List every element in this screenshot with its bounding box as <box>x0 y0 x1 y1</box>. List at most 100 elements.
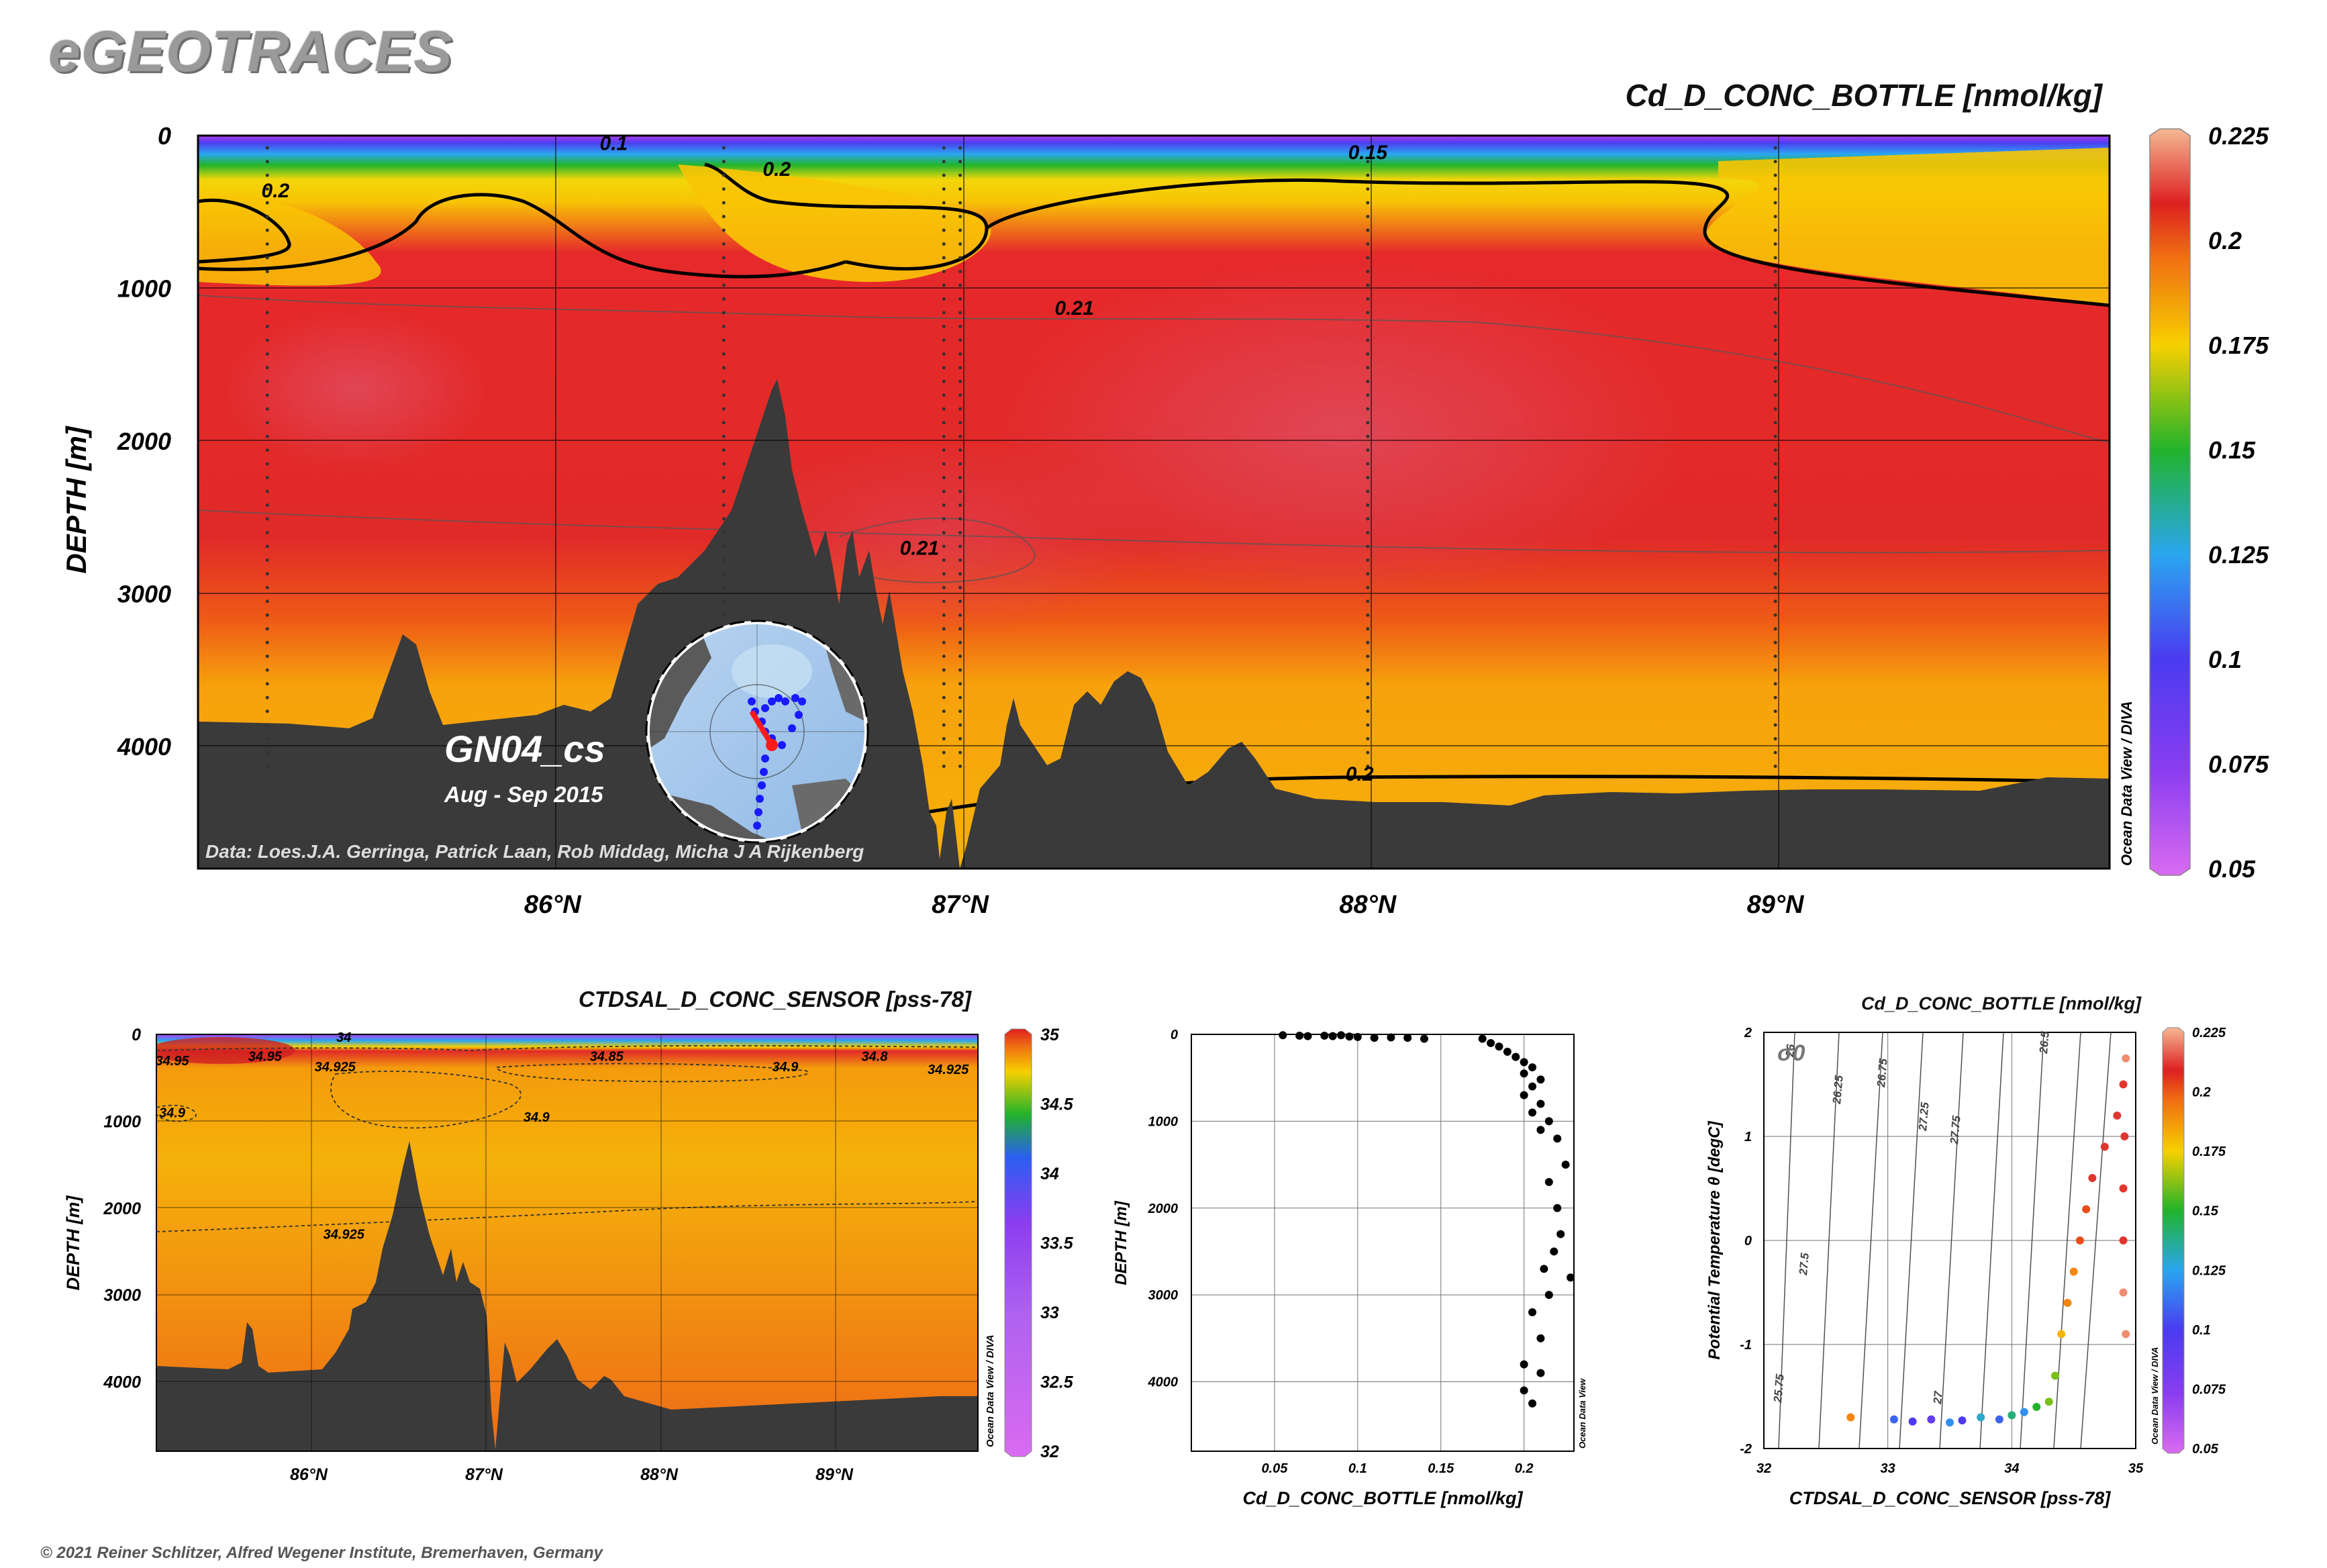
profile-point <box>1520 1058 1528 1067</box>
station-sample-dot <box>942 765 946 769</box>
station-sample-dot <box>722 256 726 260</box>
station-sample-dot <box>1366 242 1370 246</box>
profile-point <box>1536 1099 1545 1108</box>
station-sample-dot <box>942 283 946 287</box>
main-contour-label: 0.21 <box>1054 297 1093 320</box>
station-sample-dot <box>958 352 962 356</box>
station-sample-dot <box>1366 407 1370 411</box>
station-sample-dot <box>958 448 962 452</box>
station-sample-dot <box>265 613 269 617</box>
profile-grid <box>1191 1034 1574 1451</box>
station-sample-dot <box>265 324 269 328</box>
station-sample-dot <box>1773 160 1777 164</box>
station-sample-dot <box>1773 476 1777 480</box>
station-sample-dot <box>1366 682 1370 686</box>
profile-point <box>1536 1075 1545 1084</box>
main-colorbar-tick: 0.125 <box>2208 541 2269 569</box>
station-sample-dot <box>958 379 962 383</box>
profile-y-tick: 4000 <box>1148 1375 1179 1390</box>
ts-colorbar-tick: 0.225 <box>2192 1026 2226 1040</box>
station-sample-dot <box>1366 489 1370 493</box>
station-sample-dot <box>958 572 962 576</box>
main-core-blob <box>993 255 1691 604</box>
ts-point <box>1846 1413 1855 1422</box>
station-sample-dot <box>942 228 946 232</box>
profile-point <box>1495 1042 1503 1051</box>
ts-point <box>2063 1299 2072 1307</box>
salinity-y-tick: 3000 <box>103 1286 141 1305</box>
station-sample-dot <box>942 201 946 205</box>
ts-x-axis-label: CTDSAL_D_CONC_SENSOR [pss-78] <box>1789 1488 2112 1508</box>
ts-point <box>2044 1398 2053 1406</box>
main-colorbar-ticks: 0.225 0.2 0.175 0.15 0.125 0.1 0.075 0.05 <box>2208 122 2269 883</box>
main-section-plot: Cd_D_CONC_BOTTLE [nmol/kg] <box>60 78 2269 919</box>
station-sample-dot <box>1773 146 1777 150</box>
station-sample-dot <box>942 173 946 177</box>
profile-x-tick: 0.15 <box>1428 1461 1454 1476</box>
station-sample-dot <box>1366 187 1370 191</box>
station-sample-dot <box>722 269 726 273</box>
station-sample-dot <box>942 311 946 315</box>
station-sample-dot <box>958 599 962 603</box>
station-sample-dot <box>265 723 269 727</box>
station-sample-dot <box>265 173 269 177</box>
station-sample-dot <box>722 476 726 480</box>
ts-isopycnals <box>1778 1032 2112 1449</box>
station-sample-dot <box>958 750 962 754</box>
station-sample-dot <box>1773 297 1777 301</box>
salinity-x-tick: 87°N <box>465 1465 503 1484</box>
profile-point <box>1328 1032 1337 1040</box>
data-credit: Data: Loes.J.A. Gerringa, Patrick Laan, … <box>205 841 864 862</box>
station-sample-dot <box>265 750 269 754</box>
station-sample-dot <box>942 654 946 658</box>
station-sample-dot <box>942 489 946 493</box>
ts-isopycnal-label: 25.75 <box>1771 1373 1787 1404</box>
station-sample-dot <box>958 531 962 534</box>
station-sample-dot <box>1366 379 1370 383</box>
station-sample-dot <box>265 462 269 466</box>
station-sample-dot <box>1773 668 1777 672</box>
main-colorbar-tick: 0.15 <box>2208 436 2256 464</box>
station-sample-dot <box>958 311 962 315</box>
ts-y-axis-label: Potential Temperature θ [degC] <box>1705 1120 1724 1359</box>
ts-watermark: Ocean Data View / DIVA <box>2150 1347 2160 1444</box>
station-sample-dot <box>1773 723 1777 727</box>
station-sample-dot <box>1366 297 1370 301</box>
station-sample-dot <box>942 544 946 548</box>
station-sample-dot <box>265 146 269 150</box>
station-sample-dot <box>722 146 726 150</box>
station-sample-dot <box>1366 173 1370 177</box>
station-sample-dot <box>942 407 946 411</box>
station-sample-dot <box>1366 448 1370 452</box>
station-sample-dot <box>1773 750 1777 754</box>
main-contour-label: 0.2 <box>1346 763 1374 785</box>
station-sample-dot <box>722 462 726 466</box>
station-sample-dot <box>1773 421 1777 425</box>
station-sample-dot <box>1366 613 1370 617</box>
station-sample-dot <box>1773 201 1777 205</box>
main-colorbar-tick: 0.225 <box>2208 122 2269 150</box>
station-sample-dot <box>942 709 946 714</box>
station-sample-dot <box>722 503 726 507</box>
profile-plot: 0 1000 2000 3000 4000 0.05 0.1 0.15 0.2 DEPTH [… <box>1112 1028 1587 1508</box>
station-sample-dot <box>1773 338 1777 342</box>
salinity-watermark: Ocean Data View / DIVA <box>985 1334 996 1447</box>
station-sample-dot <box>942 517 946 521</box>
station-sample-dot <box>958 613 962 617</box>
ts-isopycnal-label: 27.5 <box>1797 1252 1812 1276</box>
salinity-y-tick: 1000 <box>103 1112 141 1131</box>
sigma-label: σ0 <box>1777 1040 1805 1066</box>
ts-colorbar-tick: 0.2 <box>2192 1085 2211 1100</box>
station-sample-dot <box>958 160 962 164</box>
salinity-core <box>156 1037 295 1064</box>
profile-point <box>1387 1033 1395 1042</box>
station-sample-dot <box>942 421 946 425</box>
ts-point <box>2100 1142 2109 1151</box>
station-sample-dot <box>958 640 962 644</box>
station-sample-dot <box>958 407 962 411</box>
station-sample-dot <box>1773 737 1777 741</box>
profile-y-tick: 3000 <box>1148 1288 1179 1303</box>
salinity-plot-frame <box>156 1034 979 1452</box>
salinity-x-tick: 86°N <box>290 1465 328 1484</box>
salinity-colorbar-ticks: 35 34.5 34 33.5 33 32.5 32 <box>1040 1026 1074 1461</box>
